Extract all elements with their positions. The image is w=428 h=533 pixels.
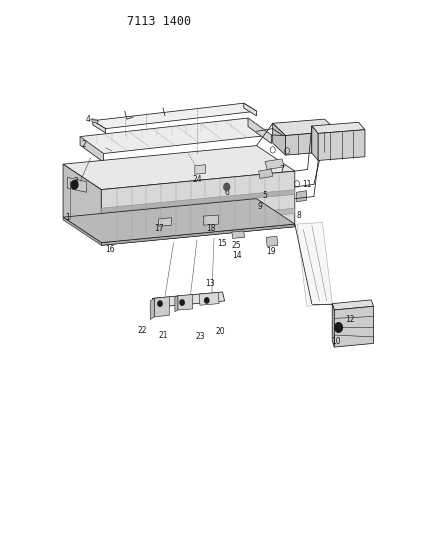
Text: 1: 1 [65, 213, 70, 222]
Polygon shape [266, 236, 278, 246]
Text: 24: 24 [192, 175, 202, 184]
Text: 20: 20 [216, 327, 225, 336]
Polygon shape [150, 298, 155, 319]
Text: 3: 3 [73, 177, 78, 186]
Text: 15: 15 [218, 239, 227, 248]
Polygon shape [195, 165, 205, 174]
Polygon shape [318, 130, 365, 160]
Text: 14: 14 [232, 252, 242, 261]
Text: 23: 23 [196, 332, 205, 341]
Polygon shape [63, 199, 295, 243]
Polygon shape [232, 231, 245, 238]
Text: 16: 16 [105, 245, 115, 254]
Text: 22: 22 [138, 326, 147, 335]
Circle shape [71, 181, 78, 189]
Polygon shape [178, 295, 193, 310]
Text: 5: 5 [263, 191, 268, 200]
Text: 25: 25 [232, 241, 241, 250]
Polygon shape [80, 118, 271, 154]
Polygon shape [92, 118, 98, 123]
Text: 7: 7 [279, 165, 285, 174]
Polygon shape [203, 215, 218, 225]
Text: 13: 13 [205, 279, 214, 288]
Polygon shape [101, 171, 295, 245]
Polygon shape [80, 136, 104, 162]
Polygon shape [67, 177, 86, 192]
Polygon shape [63, 164, 101, 243]
Polygon shape [101, 208, 295, 232]
Text: 8: 8 [297, 211, 301, 220]
Text: 19: 19 [266, 247, 275, 256]
Polygon shape [63, 146, 295, 190]
Text: 6: 6 [224, 188, 229, 197]
Polygon shape [259, 169, 273, 179]
Text: 10: 10 [332, 337, 341, 346]
Polygon shape [155, 297, 169, 317]
Text: 18: 18 [206, 224, 216, 233]
Polygon shape [273, 123, 285, 155]
Polygon shape [63, 217, 101, 245]
Circle shape [335, 322, 342, 332]
Polygon shape [248, 118, 271, 143]
Polygon shape [334, 306, 374, 347]
Text: 9: 9 [257, 201, 262, 211]
Polygon shape [199, 293, 219, 305]
Polygon shape [332, 304, 334, 347]
Text: 4: 4 [86, 115, 91, 124]
Polygon shape [152, 292, 225, 308]
Text: 7113 1400: 7113 1400 [127, 15, 191, 28]
Circle shape [180, 300, 184, 305]
Polygon shape [93, 103, 256, 128]
Polygon shape [297, 222, 332, 306]
Circle shape [158, 301, 162, 306]
Text: 2: 2 [82, 140, 87, 149]
Polygon shape [285, 131, 337, 155]
Polygon shape [332, 300, 374, 310]
Circle shape [224, 183, 230, 191]
Polygon shape [101, 224, 295, 245]
Polygon shape [175, 296, 178, 312]
Polygon shape [265, 159, 284, 169]
Polygon shape [93, 120, 106, 133]
Circle shape [205, 298, 209, 303]
Text: 12: 12 [345, 315, 355, 324]
Text: 11: 11 [302, 180, 312, 189]
Polygon shape [312, 126, 318, 160]
Polygon shape [297, 191, 307, 202]
Polygon shape [273, 119, 337, 135]
Text: 21: 21 [158, 331, 168, 340]
Polygon shape [244, 103, 256, 116]
Text: 17: 17 [154, 224, 163, 233]
Polygon shape [312, 122, 365, 133]
Polygon shape [101, 190, 295, 213]
Polygon shape [159, 217, 172, 226]
